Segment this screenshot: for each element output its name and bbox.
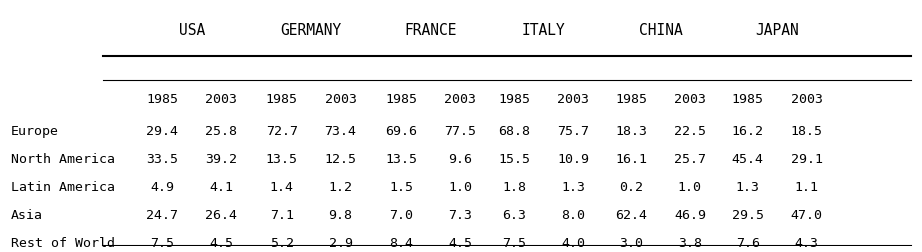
Text: 3.0: 3.0	[619, 237, 643, 250]
Text: 1.0: 1.0	[448, 181, 472, 194]
Text: 77.5: 77.5	[444, 124, 476, 138]
Text: 1985: 1985	[266, 93, 298, 106]
Text: 0.2: 0.2	[619, 181, 643, 194]
Text: 1.0: 1.0	[678, 181, 702, 194]
Text: 1.3: 1.3	[736, 181, 760, 194]
Text: 9.8: 9.8	[328, 209, 352, 222]
Text: 10.9: 10.9	[557, 153, 589, 166]
Text: 9.6: 9.6	[448, 153, 472, 166]
Text: 33.5: 33.5	[147, 153, 178, 166]
Text: 46.9: 46.9	[674, 209, 706, 222]
Text: 29.5: 29.5	[732, 209, 763, 222]
Text: 16.2: 16.2	[732, 124, 763, 138]
Text: 15.5: 15.5	[498, 153, 530, 166]
Text: 4.1: 4.1	[209, 181, 233, 194]
Text: 24.7: 24.7	[147, 209, 178, 222]
Text: Rest of World: Rest of World	[10, 237, 114, 250]
Text: 4.9: 4.9	[150, 181, 174, 194]
Text: 13.5: 13.5	[266, 153, 298, 166]
Text: 1985: 1985	[385, 93, 418, 106]
Text: 16.1: 16.1	[615, 153, 647, 166]
Text: 2003: 2003	[791, 93, 822, 106]
Text: 7.6: 7.6	[736, 237, 760, 250]
Text: 7.1: 7.1	[270, 209, 294, 222]
Text: Latin America: Latin America	[10, 181, 114, 194]
Text: 3.8: 3.8	[678, 237, 702, 250]
Text: 1.5: 1.5	[389, 181, 413, 194]
Text: 2003: 2003	[444, 93, 476, 106]
Text: 69.6: 69.6	[385, 124, 418, 138]
Text: 72.7: 72.7	[266, 124, 298, 138]
Text: 45.4: 45.4	[732, 153, 763, 166]
Text: 4.5: 4.5	[448, 237, 472, 250]
Text: 1985: 1985	[147, 93, 178, 106]
Text: 4.3: 4.3	[795, 237, 819, 250]
Text: 7.0: 7.0	[389, 209, 413, 222]
Text: 1.2: 1.2	[328, 181, 352, 194]
Text: 39.2: 39.2	[205, 153, 237, 166]
Text: Asia: Asia	[10, 209, 42, 222]
Text: 6.3: 6.3	[502, 209, 526, 222]
Text: North America: North America	[10, 153, 114, 166]
Text: 26.4: 26.4	[205, 209, 237, 222]
Text: 68.8: 68.8	[498, 124, 530, 138]
Text: 5.2: 5.2	[270, 237, 294, 250]
Text: FRANCE: FRANCE	[405, 23, 457, 38]
Text: 29.1: 29.1	[791, 153, 822, 166]
Text: ITALY: ITALY	[522, 23, 565, 38]
Text: GERMANY: GERMANY	[280, 23, 342, 38]
Text: 1.8: 1.8	[502, 181, 526, 194]
Text: 1985: 1985	[615, 93, 647, 106]
Text: 1.1: 1.1	[795, 181, 819, 194]
Text: 2003: 2003	[205, 93, 237, 106]
Text: 1.3: 1.3	[561, 181, 585, 194]
Text: 25.8: 25.8	[205, 124, 237, 138]
Text: 1985: 1985	[498, 93, 530, 106]
Text: 62.4: 62.4	[615, 209, 647, 222]
Text: 4.5: 4.5	[209, 237, 233, 250]
Text: 2003: 2003	[674, 93, 706, 106]
Text: JAPAN: JAPAN	[755, 23, 799, 38]
Text: 8.4: 8.4	[389, 237, 413, 250]
Text: CHINA: CHINA	[639, 23, 682, 38]
Text: 12.5: 12.5	[325, 153, 357, 166]
Text: 1.4: 1.4	[270, 181, 294, 194]
Text: 13.5: 13.5	[385, 153, 418, 166]
Text: 7.5: 7.5	[502, 237, 526, 250]
Text: Europe: Europe	[10, 124, 59, 138]
Text: 7.5: 7.5	[150, 237, 174, 250]
Text: USA: USA	[179, 23, 205, 38]
Text: 2003: 2003	[325, 93, 357, 106]
Text: 18.5: 18.5	[791, 124, 822, 138]
Text: 18.3: 18.3	[615, 124, 647, 138]
Text: 2.9: 2.9	[328, 237, 352, 250]
Text: 25.7: 25.7	[674, 153, 706, 166]
Text: 1985: 1985	[732, 93, 763, 106]
Text: 2003: 2003	[557, 93, 589, 106]
Text: 47.0: 47.0	[791, 209, 822, 222]
Text: 8.0: 8.0	[561, 209, 585, 222]
Text: 75.7: 75.7	[557, 124, 589, 138]
Text: 7.3: 7.3	[448, 209, 472, 222]
Text: 22.5: 22.5	[674, 124, 706, 138]
Text: 29.4: 29.4	[147, 124, 178, 138]
Text: 73.4: 73.4	[325, 124, 357, 138]
Text: 4.0: 4.0	[561, 237, 585, 250]
